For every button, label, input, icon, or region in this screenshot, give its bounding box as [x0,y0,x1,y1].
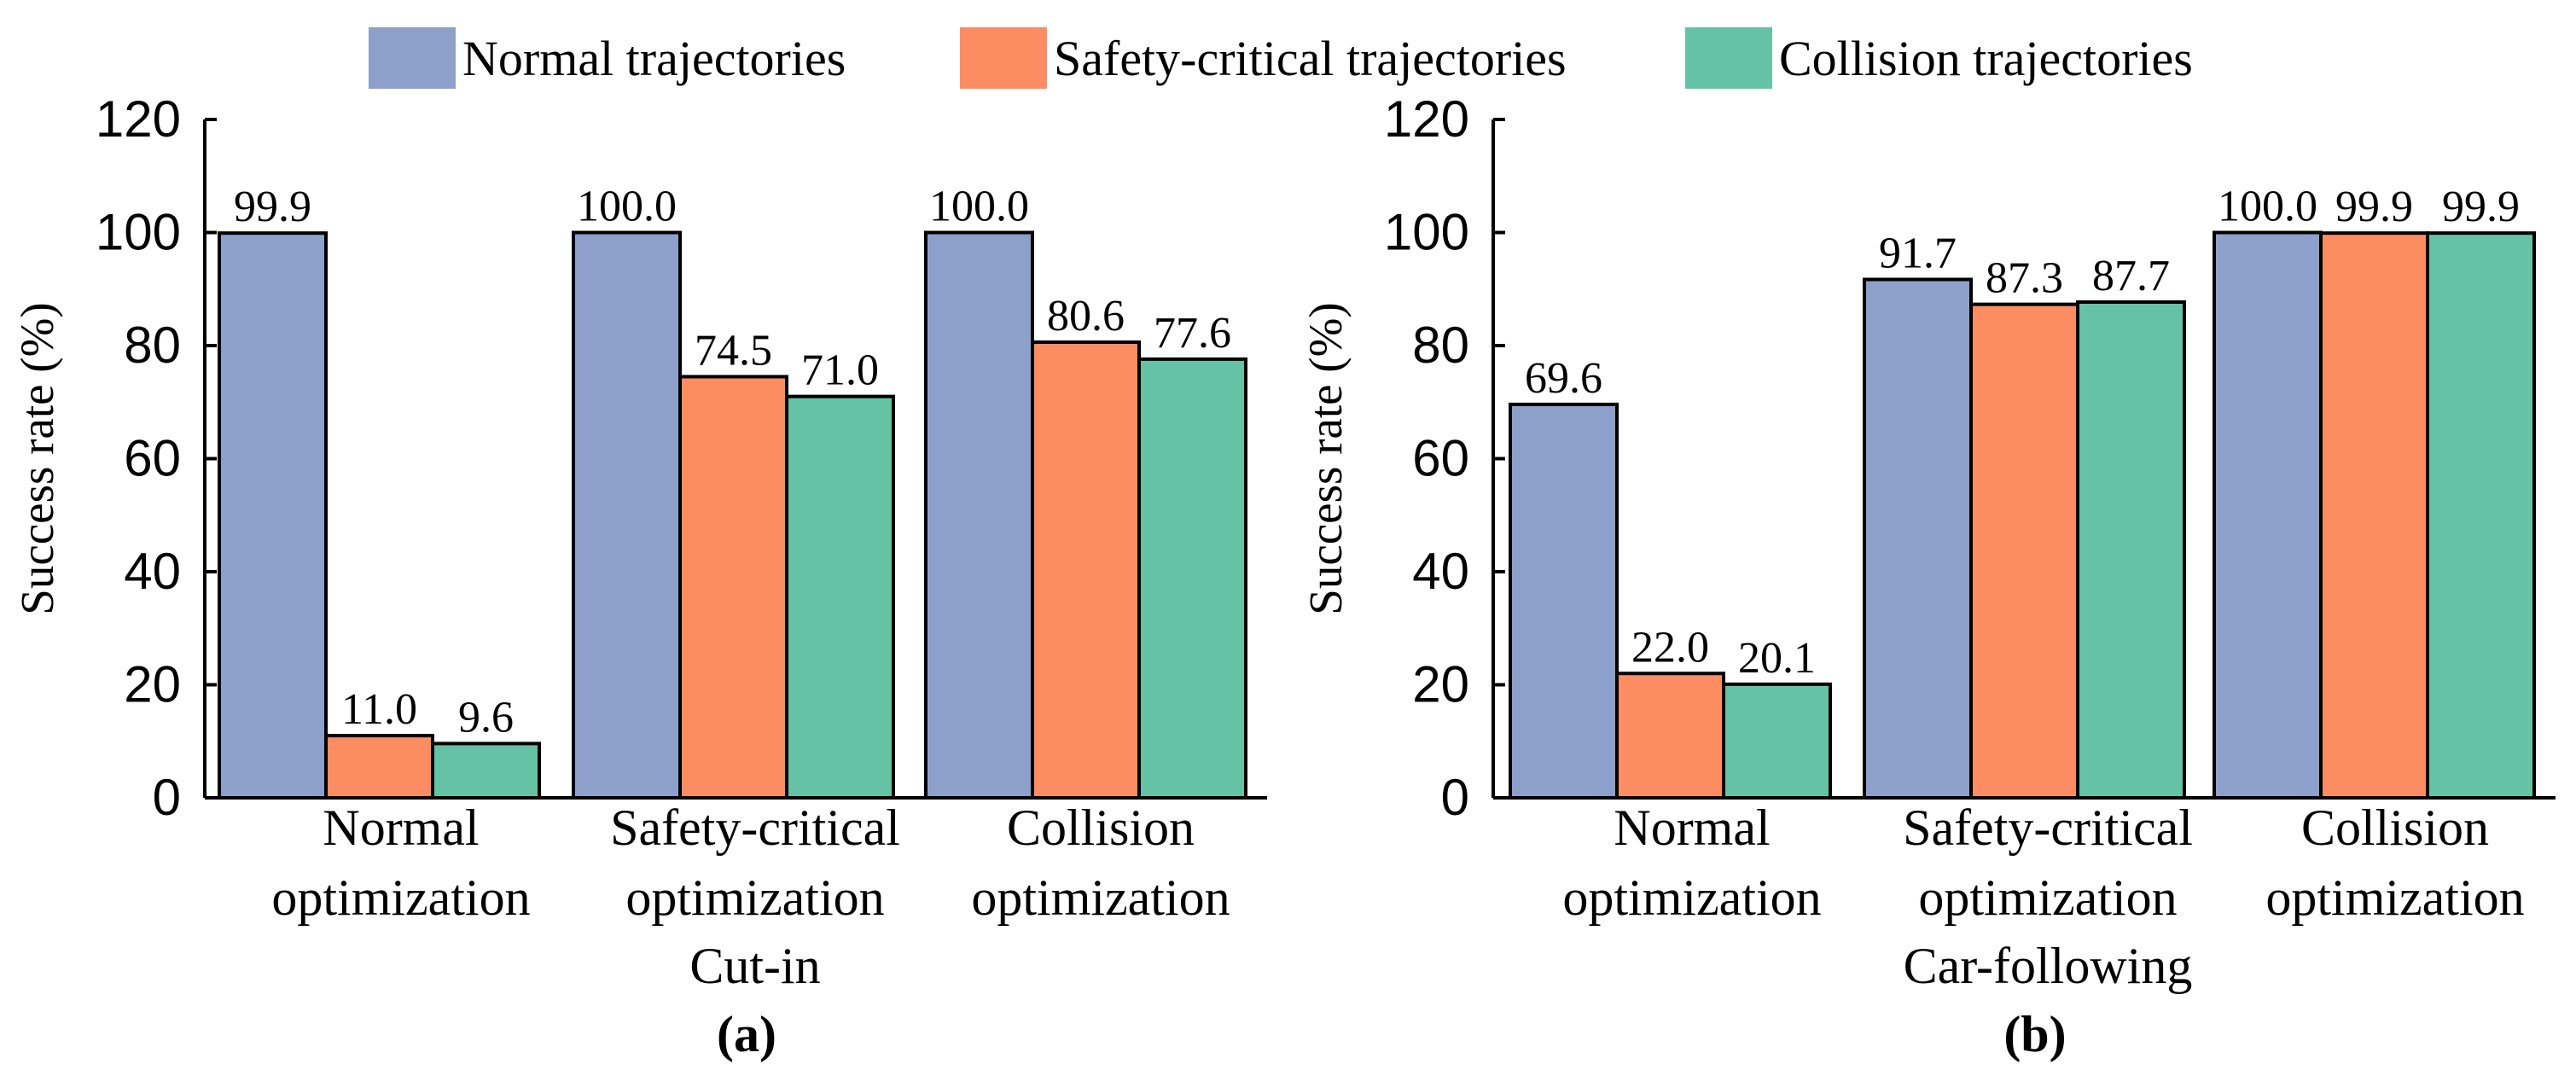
x-category-label: optimization [1918,870,2177,926]
bar-collision-trajectories-1 [2076,300,2186,800]
data-label: 9.6 [458,693,514,742]
bar-normal-trajectories-0 [218,231,328,800]
x-category-label: Collision [2301,800,2489,856]
data-label: 87.7 [2092,252,2170,300]
data-label: 99.9 [234,183,311,231]
bar-safety-critical-trajectories-0 [324,734,434,800]
data-label: 100.0 [577,183,677,231]
bar-collision-trajectories-2 [1137,357,1247,800]
scenario-label: Car-following [1904,938,2193,994]
data-label: 69.6 [1525,354,1602,403]
y-axis-label: Success rate (%) [1300,302,1352,615]
x-category-label: optimization [625,870,884,926]
panel-a: 0 20 40 60 80 100 120 Success rate (%) 99.9 100.0… [11,90,1267,1062]
legend-swatch-collision-trajectories [1685,27,1772,89]
data-label: 100.0 [929,183,1029,231]
data-label: 87.3 [1986,254,2063,303]
y-tick-label: 0 [153,769,181,826]
x-category-label: optimization [971,870,1230,926]
bar-normal-trajectories-1 [572,230,682,800]
y-tick-label: 0 [1441,769,1469,826]
legend-swatch-normal-trajectories [369,27,456,89]
data-label: 100.0 [2218,183,2317,231]
bar-normal-trajectories-2 [2213,230,2323,800]
legend-label-collision-trajectories: Collision trajectories [1779,31,2193,86]
bar-collision-trajectories-0 [431,742,541,800]
y-tick-label: 40 [124,543,181,600]
bar-normal-trajectories-2 [924,230,1034,800]
bar-safety-critical-trajectories-0 [1615,672,1725,800]
data-label: 77.6 [1154,309,1231,358]
x-category-label: Normal [323,800,479,856]
bar-safety-critical-trajectories-2 [2319,231,2429,800]
bar-safety-critical-trajectories-1 [1969,302,2079,800]
y-tick-label: 120 [1384,90,1469,148]
x-category-label: Safety-critical [610,800,900,856]
bar-safety-critical-trajectories-1 [678,375,788,800]
x-category-label: Collision [1007,800,1195,856]
data-label: 71.0 [801,346,879,395]
y-tick-label: 60 [124,430,181,487]
x-category-label: optimization [271,870,530,926]
legend: Normal trajectories Safety-critical traje… [369,27,2193,89]
data-label: 22.0 [1631,623,1709,672]
y-tick-label: 100 [1384,204,1469,261]
y-axis-label: Success rate (%) [11,302,63,615]
panel-b: 0 20 40 60 80 100 120 Success rate (%) 69.6 91.7 1… [1300,90,2556,1062]
bar-collision-trajectories-2 [2426,231,2536,800]
data-label: 91.7 [1879,229,1957,277]
data-label: 11.0 [341,685,417,734]
panel-label: (b) [2003,1006,2066,1062]
x-category-label: Safety-critical [1903,800,2193,856]
y-tick-label: 80 [1412,317,1469,374]
bar-normal-trajectories-0 [1509,402,1619,800]
legend-swatch-safety-critical-trajectories [960,27,1047,89]
scenario-label: Cut-in [689,938,820,994]
y-tick-label: 80 [124,317,181,374]
bar-safety-critical-trajectories-2 [1031,340,1141,800]
data-label: 99.9 [2335,183,2413,231]
y-tick-label: 100 [96,204,181,261]
x-category-label: optimization [2265,870,2524,926]
data-label: 20.1 [1738,634,1816,683]
y-tick-label: 120 [96,90,181,148]
x-category-label: Normal [1614,800,1770,856]
bar-normal-trajectories-1 [1863,277,1973,800]
panel-label: (a) [717,1006,776,1062]
bar-collision-trajectories-0 [1722,682,1832,800]
legend-label-normal-trajectories: Normal trajectories [462,31,846,86]
y-tick-label: 20 [124,656,181,713]
data-label: 99.9 [2442,183,2520,231]
legend-label-safety-critical-trajectories: Safety-critical trajectories [1054,31,1567,86]
y-tick-label: 40 [1412,543,1469,600]
y-tick-label: 60 [1412,430,1469,487]
bar-collision-trajectories-1 [785,394,895,800]
y-tick-label: 20 [1412,656,1469,713]
data-label: 80.6 [1047,292,1125,340]
x-category-label: optimization [1562,870,1821,926]
data-label: 74.5 [695,326,772,375]
